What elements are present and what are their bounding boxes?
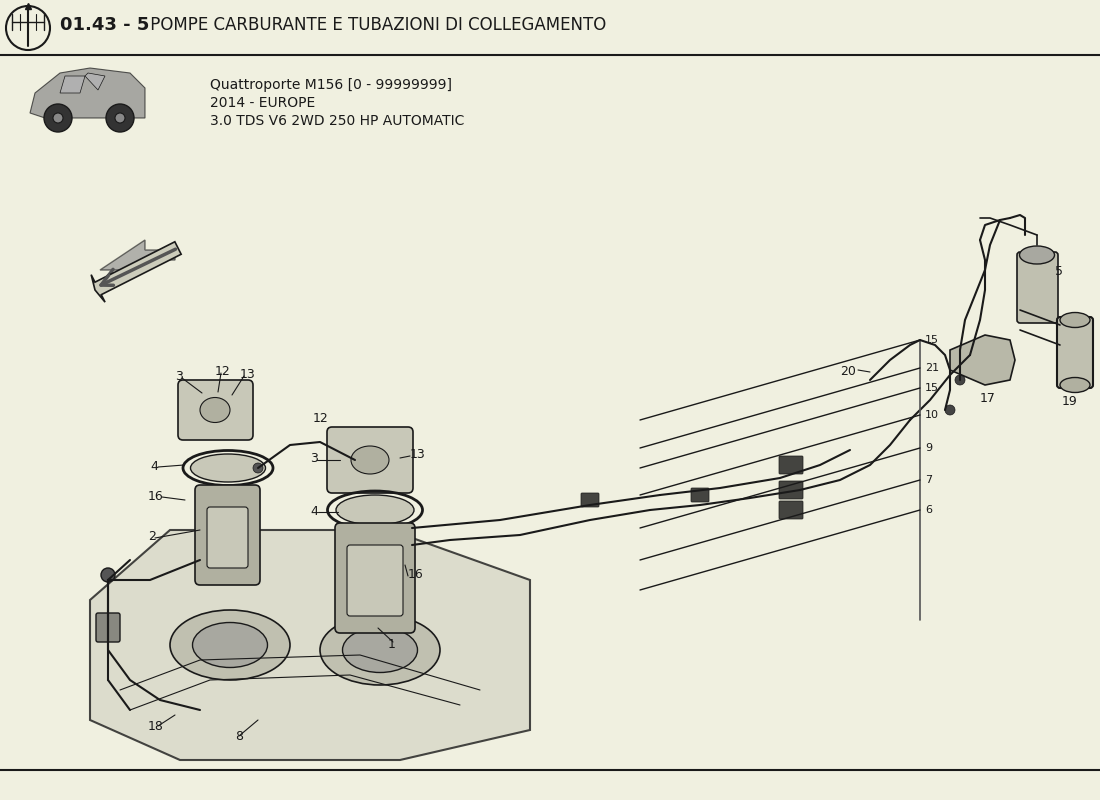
Text: 4: 4 xyxy=(150,460,158,473)
Ellipse shape xyxy=(1020,246,1055,264)
Text: 7: 7 xyxy=(925,475,932,485)
Ellipse shape xyxy=(1060,378,1090,393)
FancyBboxPatch shape xyxy=(779,481,803,499)
Circle shape xyxy=(53,113,63,123)
Text: 17: 17 xyxy=(980,392,996,405)
Circle shape xyxy=(955,350,965,360)
FancyBboxPatch shape xyxy=(779,456,803,474)
Text: 4: 4 xyxy=(310,505,318,518)
Ellipse shape xyxy=(351,446,389,474)
Circle shape xyxy=(955,375,965,385)
Text: 12: 12 xyxy=(314,412,329,425)
Text: 15: 15 xyxy=(925,335,939,345)
Polygon shape xyxy=(85,73,104,90)
Ellipse shape xyxy=(342,627,418,673)
FancyBboxPatch shape xyxy=(336,523,415,633)
Text: 5: 5 xyxy=(1055,265,1063,278)
Circle shape xyxy=(116,113,125,123)
Polygon shape xyxy=(30,68,145,118)
Circle shape xyxy=(106,104,134,132)
Text: 9: 9 xyxy=(925,443,932,453)
Text: 2014 - EUROPE: 2014 - EUROPE xyxy=(210,96,316,110)
Ellipse shape xyxy=(170,610,290,680)
Text: 15: 15 xyxy=(925,383,939,393)
FancyBboxPatch shape xyxy=(1057,317,1093,388)
FancyBboxPatch shape xyxy=(178,380,253,440)
Text: 12: 12 xyxy=(214,365,231,378)
Polygon shape xyxy=(91,242,182,302)
Polygon shape xyxy=(950,335,1015,385)
Ellipse shape xyxy=(1060,313,1090,327)
Ellipse shape xyxy=(192,622,267,667)
FancyBboxPatch shape xyxy=(207,507,248,568)
Circle shape xyxy=(44,104,72,132)
Text: 19: 19 xyxy=(1062,395,1078,408)
Text: 1: 1 xyxy=(388,638,396,651)
Text: 16: 16 xyxy=(408,568,424,581)
Ellipse shape xyxy=(190,454,265,482)
FancyBboxPatch shape xyxy=(96,613,120,642)
Ellipse shape xyxy=(200,398,230,422)
Circle shape xyxy=(253,463,263,473)
FancyBboxPatch shape xyxy=(1018,252,1058,323)
FancyBboxPatch shape xyxy=(346,545,403,616)
Text: 01.43 - 5: 01.43 - 5 xyxy=(60,16,150,34)
FancyBboxPatch shape xyxy=(779,501,803,519)
Text: 20: 20 xyxy=(840,365,856,378)
Circle shape xyxy=(945,405,955,415)
Text: 2: 2 xyxy=(148,530,156,543)
Text: 3.0 TDS V6 2WD 250 HP AUTOMATIC: 3.0 TDS V6 2WD 250 HP AUTOMATIC xyxy=(210,114,464,128)
Text: 13: 13 xyxy=(410,448,426,461)
Text: 13: 13 xyxy=(240,368,255,381)
Polygon shape xyxy=(90,530,530,760)
Text: POMPE CARBURANTE E TUBAZIONI DI COLLEGAMENTO: POMPE CARBURANTE E TUBAZIONI DI COLLEGAM… xyxy=(145,16,606,34)
Text: 16: 16 xyxy=(148,490,164,503)
Text: Quattroporte M156 [0 - 99999999]: Quattroporte M156 [0 - 99999999] xyxy=(210,78,452,92)
Text: 6: 6 xyxy=(925,505,932,515)
Polygon shape xyxy=(100,240,175,270)
Text: 21: 21 xyxy=(925,363,939,373)
Text: 3: 3 xyxy=(175,370,183,383)
Text: 8: 8 xyxy=(235,730,243,743)
FancyBboxPatch shape xyxy=(691,488,710,502)
Text: 3: 3 xyxy=(310,452,318,465)
Polygon shape xyxy=(60,76,85,93)
Text: 10: 10 xyxy=(925,410,939,420)
FancyBboxPatch shape xyxy=(581,493,600,507)
Text: 18: 18 xyxy=(148,720,164,733)
FancyBboxPatch shape xyxy=(195,485,260,585)
Ellipse shape xyxy=(336,495,414,525)
FancyBboxPatch shape xyxy=(327,427,412,493)
Ellipse shape xyxy=(320,615,440,685)
Circle shape xyxy=(101,568,116,582)
FancyArrowPatch shape xyxy=(103,246,173,282)
